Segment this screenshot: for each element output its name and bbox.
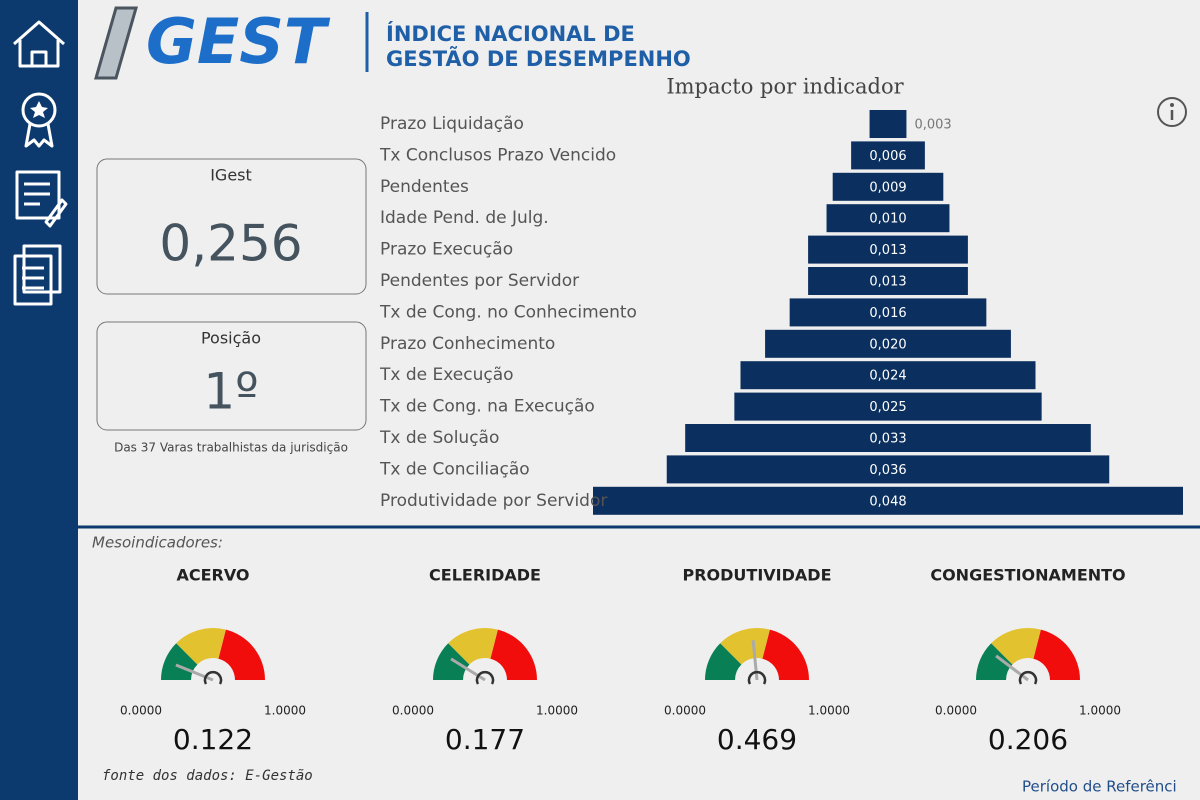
bar <box>832 172 944 201</box>
bar <box>851 141 925 170</box>
category-label: Produtividade por Servidor <box>380 491 607 511</box>
home-icon[interactable] <box>13 20 65 68</box>
bar <box>808 267 968 295</box>
gauge-needle <box>450 657 486 682</box>
gauge-max-label: 1.0000 <box>1079 704 1121 718</box>
reference-period: Período de Referênci <box>1022 778 1177 796</box>
header-title: GESTÃO DE DESEMPENHO <box>386 46 691 71</box>
value-label: 0,033 <box>869 432 906 447</box>
chart-title: Impacto por indicador <box>666 75 904 99</box>
gauge-band <box>720 628 770 665</box>
bar <box>826 204 950 233</box>
gauge-hub <box>475 670 495 685</box>
category-label: Prazo Liquidação <box>380 114 524 134</box>
gauge-min-label: 0.0000 <box>664 704 706 718</box>
gauge-max-label: 1.0000 <box>264 704 306 718</box>
category-label: Prazo Conhecimento <box>380 334 555 354</box>
value-label: 0,009 <box>869 180 906 195</box>
category-label: Pendentes por Servidor <box>380 271 579 291</box>
card-label: Posição <box>201 329 261 348</box>
card-label: IGest <box>210 166 252 185</box>
gauge-band <box>991 628 1041 665</box>
gauge-min-label: 0.0000 <box>392 704 434 718</box>
header-title: ÍNDICE NACIONAL DE <box>386 21 635 46</box>
gauge-band <box>1033 629 1080 680</box>
card <box>96 158 367 295</box>
award-icon[interactable] <box>21 92 57 148</box>
gauge-needle <box>995 654 1029 682</box>
gauge-value: 0.206 <box>988 723 1068 756</box>
value-label: 0,013 <box>869 275 906 290</box>
category-label: Pendentes <box>380 177 469 197</box>
gauge-hub <box>1018 670 1038 685</box>
value-label: 0,020 <box>869 337 906 352</box>
info-icon[interactable] <box>1157 97 1187 127</box>
gauge-band <box>448 628 498 665</box>
gauge-band <box>762 629 809 680</box>
gauge-min-label: 0.0000 <box>120 704 162 718</box>
sidebar <box>0 0 78 800</box>
gauge-band <box>433 643 470 680</box>
category-label: Tx de Conciliação <box>379 459 530 479</box>
card-value: 1º <box>203 363 258 421</box>
value-label: 0,016 <box>869 306 906 321</box>
value-label: 0,048 <box>869 494 906 509</box>
gauge-value: 0.122 <box>173 723 253 756</box>
bar <box>734 392 1042 421</box>
gauge-value: 0.177 <box>445 723 525 756</box>
gauge-title: CONGESTIONAMENTO <box>930 566 1125 585</box>
category-label: Tx Conclusos Prazo Vencido <box>379 145 616 165</box>
value-label: 0,024 <box>869 369 906 384</box>
gauge-min-label: 0.0000 <box>935 704 977 718</box>
documents-icon[interactable] <box>13 244 62 306</box>
category-label: Prazo Execução <box>380 240 513 260</box>
bar <box>765 329 1011 358</box>
bar <box>789 298 987 327</box>
value-label: 0,025 <box>869 400 906 415</box>
bar <box>740 361 1036 390</box>
logo-text: GEST <box>146 5 331 78</box>
card-note: Das 37 Varas trabalhistas da jurisdição <box>114 441 348 455</box>
value-label: 0,036 <box>869 463 906 478</box>
data-source: fonte dos dados: E-Gestão <box>102 768 313 784</box>
bar <box>593 486 1183 515</box>
gauge-band <box>490 629 537 680</box>
category-label: Idade Pend. de Julg. <box>380 208 549 228</box>
value-label: 0,006 <box>869 149 906 164</box>
bar <box>808 235 968 264</box>
bar <box>685 424 1091 452</box>
gauge-title: ACERVO <box>176 566 249 585</box>
gauge-band <box>705 643 742 680</box>
gauge-hub <box>203 670 223 685</box>
section-label: Mesoindicadores: <box>92 534 223 552</box>
value-label: 0,003 <box>914 118 951 133</box>
gauge-title: CELERIDADE <box>429 566 541 585</box>
gauge-band <box>976 643 1013 680</box>
category-label: Tx de Execução <box>379 365 514 385</box>
gauge-title: PRODUTIVIDADE <box>683 566 832 585</box>
bar <box>869 110 907 138</box>
logo: GEST <box>94 5 331 80</box>
gauge-max-label: 1.0000 <box>808 704 850 718</box>
gauge-hub <box>747 670 767 685</box>
category-label: Tx de Cong. na Execução <box>379 397 595 417</box>
gauge-band <box>218 629 265 680</box>
logo-i <box>94 6 138 80</box>
value-label: 0,013 <box>869 243 906 258</box>
category-label: Tx de Solução <box>379 428 499 448</box>
gauge-value: 0.469 <box>717 723 797 756</box>
value-label: 0,010 <box>869 212 906 227</box>
bar <box>666 455 1110 484</box>
card-value: 0,256 <box>159 215 302 273</box>
gauge-needle <box>175 663 214 682</box>
category-label: Tx de Cong. no Conhecimento <box>379 302 637 322</box>
card <box>96 321 367 431</box>
gauge-band <box>176 627 226 665</box>
report-icon[interactable] <box>15 170 68 228</box>
gauge-max-label: 1.0000 <box>536 704 578 718</box>
